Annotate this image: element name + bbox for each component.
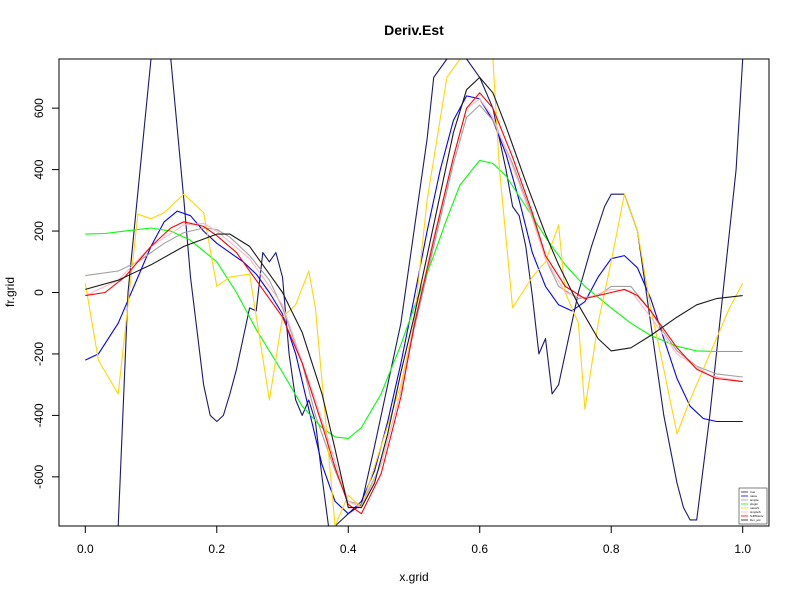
series-line-plugin xyxy=(85,159,743,439)
y-axis-label: fr.grid xyxy=(3,277,17,307)
legend: truenaivesimplepluginnaiveSsimpleSSJPIDe… xyxy=(738,487,768,525)
x-tick-label: 0.0 xyxy=(77,542,94,556)
x-tick-label: 0.2 xyxy=(208,542,225,556)
y-tick-label: 600 xyxy=(32,98,46,118)
legend-label: naive xyxy=(750,494,758,498)
x-tick-label: 0.4 xyxy=(340,542,357,556)
legend-label: simpleS xyxy=(750,510,761,514)
series-line-true xyxy=(117,59,744,526)
chart-title: Deriv.Est xyxy=(384,22,444,38)
x-tick-label: 0.8 xyxy=(603,542,620,556)
y-tick-label: -400 xyxy=(32,403,46,427)
plot-frame xyxy=(58,58,770,527)
series-line-simples xyxy=(85,98,743,509)
legend-box xyxy=(738,487,768,525)
y-tick-label: 0 xyxy=(32,289,46,296)
legend-label: plugin xyxy=(750,502,758,506)
legend-label: simple xyxy=(750,498,759,502)
series-line-naives xyxy=(84,59,744,526)
legend-label: Der_est xyxy=(750,518,761,522)
series-line-simple xyxy=(85,104,743,506)
x-axis: 0.0 0.2 0.4 0.6 0.8 1.0 xyxy=(77,525,751,556)
y-tick-label: 200 xyxy=(32,221,46,241)
y-tick-label: -200 xyxy=(32,342,46,366)
y-axis: -600 -400 -200 0 200 400 600 xyxy=(32,98,60,489)
series-line-sjpideriv xyxy=(85,92,743,515)
x-tick-label: 0.6 xyxy=(471,542,488,556)
y-tick-label: 400 xyxy=(32,159,46,179)
x-tick-label: 1.0 xyxy=(734,542,751,556)
x-axis-label: x.grid xyxy=(399,570,428,584)
legend-label: true xyxy=(750,490,756,494)
series-layer xyxy=(84,59,744,526)
legend-label: naiveS xyxy=(750,506,759,510)
series-line-der_est xyxy=(85,76,743,509)
legend-label: SJPIDeriv xyxy=(750,514,764,518)
series-line-naive xyxy=(85,95,743,515)
y-tick-label: -600 xyxy=(32,465,46,489)
